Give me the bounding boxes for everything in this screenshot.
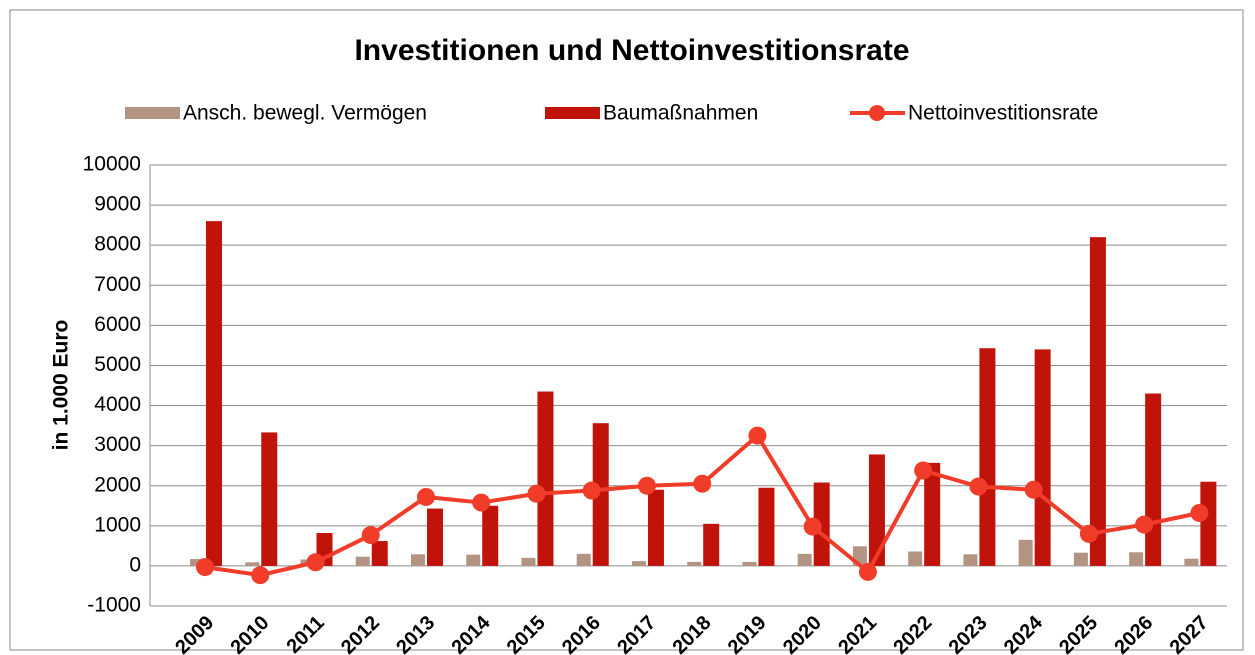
- bar: [1034, 349, 1051, 566]
- line-marker: [1190, 503, 1209, 522]
- y-tick-label: 9000: [94, 193, 141, 216]
- bar: [1089, 237, 1106, 566]
- bar: [813, 482, 830, 566]
- legend-swatch: [545, 107, 600, 119]
- bar: [758, 487, 775, 566]
- bar: [261, 432, 278, 566]
- bar: [466, 554, 481, 566]
- legend-label: Nettoinvestitionsrate: [908, 102, 1098, 125]
- bar: [521, 557, 536, 566]
- bar: [245, 562, 260, 566]
- legend-marker: [869, 105, 885, 121]
- y-tick-label: 8000: [94, 233, 141, 256]
- legend-label: Ansch. bewegl. Vermögen: [183, 102, 427, 125]
- bar: [1145, 393, 1162, 566]
- legend-swatch: [125, 107, 180, 119]
- y-tick-label: 4000: [94, 393, 141, 416]
- bar: [647, 489, 664, 566]
- y-tick-label: 1000: [94, 513, 141, 536]
- bar: [631, 561, 646, 566]
- y-tick-label: 2000: [94, 473, 141, 496]
- bar: [576, 553, 591, 566]
- line-marker: [693, 474, 712, 493]
- bar: [355, 556, 370, 566]
- line-marker: [582, 481, 601, 500]
- y-tick-label: 10000: [83, 153, 141, 176]
- bar: [371, 541, 388, 566]
- y-axis-label: in 1.000 Euro: [50, 320, 73, 451]
- y-tick-label: 0: [129, 553, 141, 576]
- line-marker: [803, 517, 822, 536]
- y-tick-label: 7000: [94, 273, 141, 296]
- bar: [687, 561, 702, 566]
- bar: [482, 505, 499, 566]
- y-tick-label: 3000: [94, 433, 141, 456]
- line-marker: [527, 484, 546, 503]
- line-marker: [251, 566, 270, 585]
- bar: [703, 523, 720, 566]
- bar: [979, 348, 996, 566]
- bar: [592, 423, 609, 566]
- bar: [426, 508, 443, 566]
- bar: [1073, 552, 1088, 566]
- bar: [797, 553, 812, 566]
- line-marker: [748, 426, 767, 445]
- line-marker: [969, 477, 988, 496]
- bar: [963, 554, 978, 566]
- bar: [924, 462, 941, 566]
- line-marker: [1135, 515, 1154, 534]
- line-marker: [858, 562, 877, 581]
- line-marker: [306, 553, 325, 572]
- bar: [908, 551, 923, 566]
- line-marker: [416, 487, 435, 506]
- bar: [1018, 539, 1033, 566]
- bar: [537, 391, 554, 566]
- bar: [742, 561, 757, 566]
- line-marker: [472, 493, 491, 512]
- line-marker: [637, 476, 656, 495]
- bar: [206, 221, 223, 566]
- bar: [410, 554, 425, 566]
- bar: [190, 559, 205, 566]
- line-marker: [1024, 480, 1043, 499]
- y-tick-label: 6000: [94, 313, 141, 336]
- line-marker: [1079, 524, 1098, 543]
- y-tick-label: 5000: [94, 353, 141, 376]
- chart-title: Investitionen und Nettoinvestitionsrate: [354, 34, 909, 67]
- legend-label: Baumaßnahmen: [603, 102, 758, 125]
- line-marker: [196, 558, 215, 577]
- bar: [1200, 481, 1217, 566]
- bar: [1184, 558, 1199, 566]
- line-marker: [914, 461, 933, 480]
- y-tick-label: -1000: [87, 594, 141, 617]
- bar: [1129, 552, 1144, 566]
- bar: [868, 454, 885, 566]
- line-marker: [361, 526, 380, 545]
